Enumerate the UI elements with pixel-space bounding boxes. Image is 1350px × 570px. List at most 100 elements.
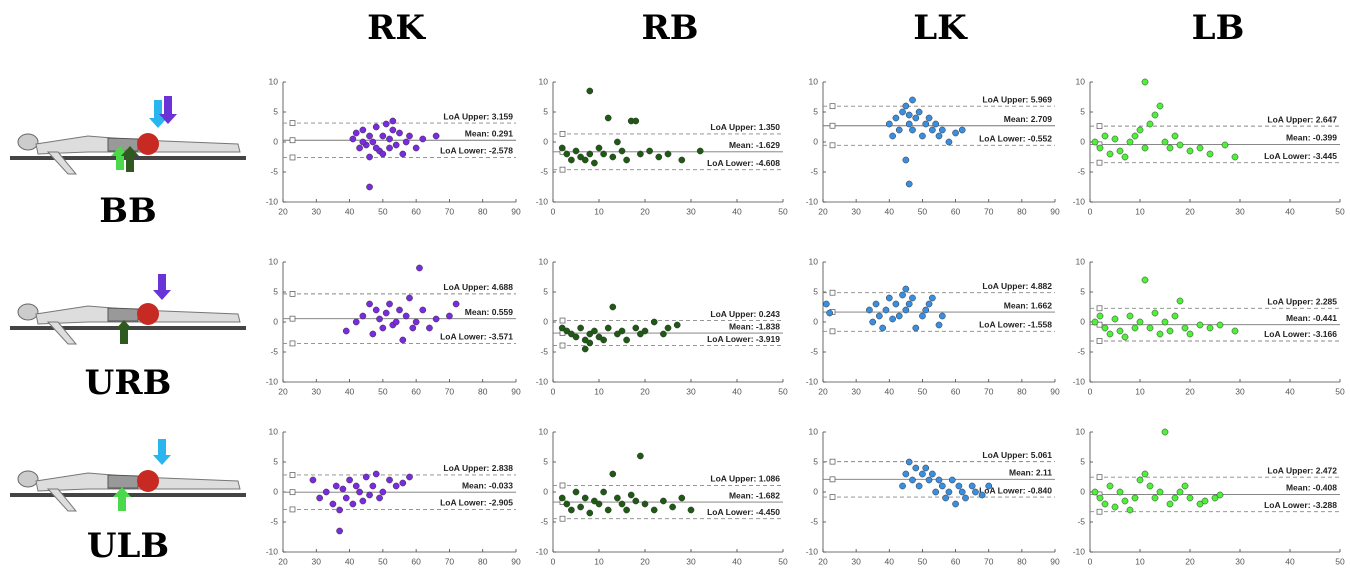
point bbox=[1171, 132, 1179, 140]
line-label: LoA Upper: 2.647 bbox=[1267, 114, 1337, 124]
point bbox=[889, 132, 896, 140]
point bbox=[902, 306, 910, 314]
point bbox=[1096, 312, 1104, 320]
x-tick-label: 80 bbox=[1017, 386, 1027, 396]
x-tick-label: 70 bbox=[445, 386, 455, 396]
point bbox=[1121, 497, 1129, 505]
y-tick-label: -5 bbox=[540, 346, 548, 356]
point bbox=[586, 150, 594, 158]
point bbox=[938, 126, 946, 134]
x-tick-label: 90 bbox=[511, 386, 521, 396]
y-tick-label: 10 bbox=[809, 256, 819, 266]
point bbox=[346, 476, 353, 484]
point bbox=[925, 300, 933, 308]
point bbox=[1126, 506, 1134, 514]
x-tick-label: 40 bbox=[885, 386, 895, 396]
line-marker bbox=[289, 137, 296, 144]
y-tick-label: 0 bbox=[813, 316, 818, 326]
point bbox=[577, 503, 584, 511]
x-tick-label: 80 bbox=[478, 206, 488, 216]
point bbox=[1111, 503, 1119, 511]
y-tick-label: 5 bbox=[543, 106, 548, 116]
point bbox=[366, 491, 373, 499]
point bbox=[452, 300, 460, 308]
point bbox=[1196, 321, 1204, 329]
point bbox=[1111, 315, 1119, 323]
line-label: Mean: -0.399 bbox=[1286, 133, 1337, 143]
point bbox=[1166, 144, 1174, 152]
point bbox=[1126, 312, 1134, 320]
point bbox=[336, 506, 343, 514]
line-label: Mean: -1.629 bbox=[729, 140, 780, 150]
y-tick-label: 5 bbox=[1080, 456, 1085, 466]
row-title: ULB bbox=[87, 526, 169, 566]
point bbox=[1231, 153, 1239, 161]
point bbox=[386, 300, 393, 308]
x-tick-label: 40 bbox=[1285, 386, 1295, 396]
point bbox=[938, 482, 946, 490]
point bbox=[581, 345, 589, 353]
point bbox=[359, 126, 367, 134]
line-label: Mean: 0.559 bbox=[465, 307, 513, 317]
point bbox=[399, 150, 407, 158]
x-tick-label: 30 bbox=[1235, 206, 1245, 216]
point bbox=[869, 318, 877, 326]
y-tick-label: 5 bbox=[543, 286, 548, 296]
line-label: LoA Upper: 5.061 bbox=[982, 450, 1052, 460]
line-label: LoA Lower: -3.919 bbox=[707, 334, 780, 344]
point bbox=[929, 294, 936, 302]
point bbox=[600, 336, 607, 344]
point bbox=[902, 156, 910, 164]
x-tick-label: 40 bbox=[345, 556, 355, 566]
point bbox=[909, 294, 916, 302]
line-label: LoA Lower: -3.445 bbox=[1264, 151, 1337, 161]
line-label: LoA Lower: -1.558 bbox=[979, 320, 1052, 330]
line-label: LoA Upper: 4.688 bbox=[443, 282, 513, 292]
point bbox=[1216, 491, 1224, 499]
line-marker bbox=[289, 340, 296, 347]
y-tick-label: 5 bbox=[1080, 106, 1085, 116]
y-tick-label: 0 bbox=[273, 486, 278, 496]
point bbox=[591, 159, 598, 167]
y-tick-label: -5 bbox=[270, 516, 278, 526]
point bbox=[895, 126, 903, 134]
point bbox=[1161, 138, 1169, 146]
point bbox=[1161, 428, 1169, 436]
y-tick-label: -10 bbox=[806, 196, 819, 206]
y-tick-label: -10 bbox=[1073, 196, 1086, 206]
point bbox=[1176, 141, 1184, 149]
point bbox=[1106, 150, 1114, 158]
posture-ulb bbox=[9, 439, 247, 512]
x-tick-label: 10 bbox=[1135, 556, 1145, 566]
x-tick-label: 0 bbox=[1088, 386, 1093, 396]
point bbox=[396, 306, 403, 314]
point bbox=[912, 324, 920, 332]
y-tick-label: -10 bbox=[806, 376, 819, 386]
point bbox=[632, 117, 640, 125]
point bbox=[669, 503, 676, 511]
point bbox=[392, 141, 400, 149]
line-label: LoA Lower: -0.552 bbox=[979, 134, 1052, 144]
point bbox=[650, 318, 658, 326]
point bbox=[402, 138, 410, 146]
point bbox=[568, 506, 575, 514]
point bbox=[958, 488, 966, 496]
x-tick-label: 90 bbox=[1050, 206, 1060, 216]
point bbox=[618, 327, 626, 335]
y-tick-label: -10 bbox=[806, 546, 819, 556]
point bbox=[1096, 494, 1104, 502]
point bbox=[409, 324, 417, 332]
line-label: LoA Upper: 0.243 bbox=[710, 309, 780, 319]
point bbox=[309, 476, 317, 484]
point bbox=[1091, 488, 1099, 496]
line-marker bbox=[289, 120, 296, 126]
point bbox=[359, 312, 367, 320]
point bbox=[1161, 318, 1169, 326]
line-marker bbox=[559, 482, 566, 489]
point bbox=[609, 303, 617, 311]
x-tick-label: 20 bbox=[278, 206, 288, 216]
point bbox=[942, 494, 949, 502]
point bbox=[650, 506, 658, 514]
point bbox=[614, 494, 621, 502]
point bbox=[623, 506, 630, 514]
